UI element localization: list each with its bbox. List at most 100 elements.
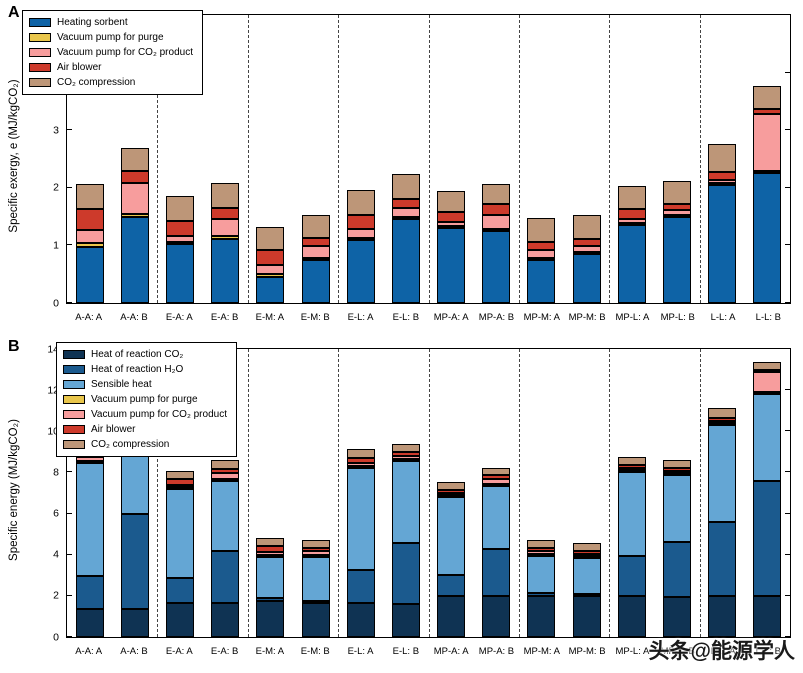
y-tick-mark (785, 14, 790, 15)
group-separator-line (518, 15, 520, 303)
bar-segment (75, 456, 104, 462)
bar-segment (572, 215, 601, 239)
bar-segment (708, 182, 737, 185)
group-separator-line (609, 15, 611, 303)
bar-segment (346, 449, 375, 459)
legend-swatch (63, 440, 85, 449)
y-tick-label: 0 (53, 630, 59, 643)
bar-segment (301, 601, 330, 604)
panel-a-y-axis-label: Specific exergy, e (MJ/kgCO₂) (8, 79, 20, 233)
bar-segment (346, 570, 375, 604)
bar-segment (753, 369, 782, 372)
bar-segment (572, 555, 601, 558)
x-tick-label: MP-A: A (433, 312, 469, 323)
panel-b: B Specific energy (MJ/kgCO₂) 0 2 4 6 8 10 12 14… (0, 338, 803, 668)
bar-slot (67, 15, 112, 303)
bar-segment (527, 250, 556, 258)
bar-segment (482, 478, 511, 484)
y-tick-mark (785, 348, 790, 349)
bar-segment (301, 237, 330, 247)
x-tick-label: E-A: A (165, 312, 193, 323)
bar-segment (120, 182, 149, 215)
legend-label: Vacuum pump for CO₂ product (57, 47, 193, 58)
legend-swatch (63, 395, 85, 404)
panel-b-label: B (8, 338, 20, 355)
bar-segment (617, 555, 646, 596)
legend-item: Heating sorbent (29, 15, 193, 30)
bar-slot (429, 15, 474, 303)
y-tick-mark (785, 389, 790, 391)
panel-b-y-axis-label: Specific energy (MJ/kgCO₂) (8, 418, 20, 561)
bar-segment (391, 543, 420, 605)
stacked-bar (120, 15, 149, 303)
bar-segment (527, 592, 556, 596)
bar-slot (474, 349, 519, 637)
stacked-bar (165, 15, 194, 303)
legend-item: Heat of reaction H₂O (63, 362, 227, 377)
bar-segment (708, 171, 737, 181)
legend-label: Vacuum pump for CO₂ product (91, 409, 227, 420)
bar-segment (211, 480, 240, 551)
bar-segment (211, 478, 240, 481)
bar-segment (346, 237, 375, 240)
bar-slot (654, 349, 699, 637)
bar-segment (437, 489, 466, 494)
bar-segment (346, 466, 375, 469)
x-tick-label: A-A: A (75, 312, 103, 323)
x-tick-label: E-A: A (165, 646, 193, 657)
bar-segment (75, 247, 104, 303)
bar-segment (663, 470, 692, 473)
bar-segment (165, 486, 194, 489)
stacked-bar (617, 15, 646, 303)
legend-swatch (29, 63, 51, 72)
bar-segment (482, 204, 511, 215)
y-tick-mark (785, 636, 790, 637)
y-tick-mark (67, 636, 72, 637)
bar-segment (437, 495, 466, 498)
stacked-bar (211, 349, 240, 637)
watermark-text: 头条@能源学人 (648, 640, 795, 663)
y-tick-label: 12 (47, 383, 59, 396)
bar-segment (708, 595, 737, 637)
x-tick-label: L-L: B (755, 646, 782, 657)
y-tick-mark (67, 244, 72, 246)
panel-b-legend: Heat of reaction CO₂ Heat of reaction H₂O… (56, 342, 237, 457)
panel-a-x-tick-labels: A-A: A A-A: B E-A: A E-A: B E-M: A E-M: B E-L:… (66, 312, 791, 328)
bar-segment (391, 219, 420, 303)
bar-segment (663, 210, 692, 215)
bar-segment (527, 241, 556, 251)
bar-segment (165, 470, 194, 480)
bar-slot (293, 349, 338, 637)
bar-segment (527, 595, 556, 637)
bar-segment (708, 423, 737, 426)
stacked-bar (256, 349, 285, 637)
y-tick-mark (67, 129, 72, 131)
stacked-bar (527, 349, 556, 637)
bar-segment (346, 468, 375, 571)
x-tick-label: E-M: B (300, 646, 330, 657)
legend-label: Sensible heat (91, 379, 152, 390)
x-tick-label: E-L: B (392, 646, 420, 657)
bar-segment (391, 174, 420, 199)
bar-segment (75, 229, 104, 243)
bar-segment (753, 371, 782, 393)
bar-segment (75, 576, 104, 610)
group-separator-line (609, 349, 611, 637)
panel-b-plot-area: 0 2 4 6 8 10 12 14 (47, 344, 791, 642)
stacked-bar (391, 349, 420, 637)
legend-item: Vacuum pump for purge (29, 30, 193, 45)
bar-segment (301, 215, 330, 238)
y-tick-label: 2 (53, 589, 59, 602)
stacked-bar (572, 15, 601, 303)
x-tick-label: E-L: B (392, 312, 420, 323)
bar-segment (437, 493, 466, 496)
bar-slot (338, 349, 383, 637)
bar-segment (211, 236, 240, 239)
bar-segment (301, 539, 330, 548)
y-tick-label: 2 (53, 181, 59, 194)
bar-segment (211, 459, 240, 469)
group-separator-line (157, 349, 159, 637)
legend-swatch (29, 78, 51, 87)
bar-slot (429, 349, 474, 637)
